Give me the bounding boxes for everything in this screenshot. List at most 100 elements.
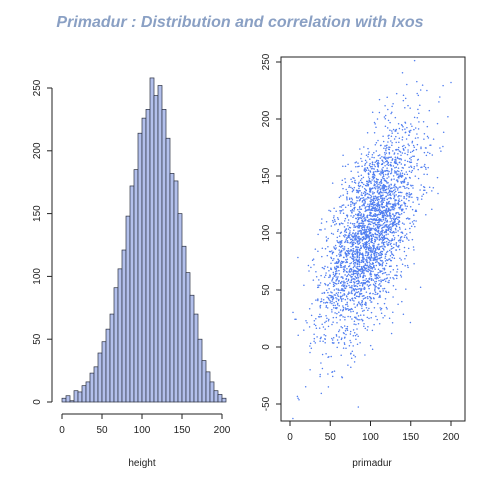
scatter-point xyxy=(328,287,330,290)
scatter-point xyxy=(343,268,345,270)
scatter-point xyxy=(417,158,420,161)
scatter-point xyxy=(411,169,414,172)
scatter-point xyxy=(393,197,395,200)
scatter-point xyxy=(404,265,406,267)
scatter-point xyxy=(364,242,366,244)
scatter-point xyxy=(352,310,354,313)
scatter-point xyxy=(343,343,346,346)
scatter-point xyxy=(366,251,368,253)
scatter-point xyxy=(356,232,359,235)
scatter-point xyxy=(413,116,416,119)
scatter-point xyxy=(355,161,358,163)
scatter-point xyxy=(332,342,334,344)
scatter-point xyxy=(353,300,355,302)
scatter-point xyxy=(340,231,343,234)
scatter-point xyxy=(371,263,373,266)
scatter-point xyxy=(347,315,349,318)
scatter-point xyxy=(395,277,398,280)
scatter-point xyxy=(423,165,425,168)
scatter-point xyxy=(366,216,368,219)
scatter-point xyxy=(395,135,397,138)
scatter-point xyxy=(346,298,349,300)
scatter-point xyxy=(324,283,327,286)
scatter-point xyxy=(324,265,326,268)
scatter-point xyxy=(402,185,404,187)
scatter-point xyxy=(398,226,401,229)
scatter-point xyxy=(401,128,404,131)
scatter-point xyxy=(292,417,294,420)
scatter-point xyxy=(343,280,345,283)
scatter-point xyxy=(334,248,337,251)
scatter-point xyxy=(359,275,361,277)
scatter-point xyxy=(365,229,367,231)
scatter-point xyxy=(315,318,317,320)
scatter-point xyxy=(377,154,380,157)
scatter-point xyxy=(369,221,371,223)
scatter-point xyxy=(395,172,398,174)
scatter-point xyxy=(353,226,355,228)
scatter-point xyxy=(378,204,381,206)
scatter-point xyxy=(377,196,379,199)
scatter-point xyxy=(341,262,343,265)
scatter-point xyxy=(340,260,343,263)
scatter-point xyxy=(352,258,355,260)
scatter-point xyxy=(364,200,366,203)
scatter-point xyxy=(317,284,319,286)
scatter-point xyxy=(335,300,338,303)
scatter-point xyxy=(385,228,387,231)
scatter-point xyxy=(410,225,413,228)
scatter-point xyxy=(339,212,342,214)
scatter-point xyxy=(354,203,356,205)
scatter-point xyxy=(377,166,380,168)
scatter-point xyxy=(376,248,379,250)
scatter-point xyxy=(410,184,412,186)
scatter-point xyxy=(392,193,394,195)
scatter-point xyxy=(351,242,354,244)
scatter-point xyxy=(356,246,358,248)
scatter-point xyxy=(297,397,299,400)
scatter-point xyxy=(374,241,376,243)
scatter-point xyxy=(422,121,425,123)
scatter-point xyxy=(400,259,402,261)
scatter-point xyxy=(350,281,353,284)
scatter-point xyxy=(374,161,376,163)
scatter-point xyxy=(297,256,299,259)
scatter-point xyxy=(369,264,371,267)
scatter-point xyxy=(353,285,356,288)
scatter-point xyxy=(394,188,396,190)
scatter-point xyxy=(385,253,387,255)
scatter-point xyxy=(361,271,363,274)
scatter-point xyxy=(326,307,329,309)
scatter-point xyxy=(330,262,332,265)
scatter-point xyxy=(425,168,427,170)
scatter-point xyxy=(384,280,387,283)
scatter-point xyxy=(332,337,335,339)
scatter-point xyxy=(386,96,388,98)
scatter-point xyxy=(361,307,363,310)
scatter-point xyxy=(393,162,396,164)
scatter-point xyxy=(331,300,333,303)
scatter-point xyxy=(353,284,355,286)
scatter-point xyxy=(313,323,316,325)
scatter-point xyxy=(400,199,403,202)
scatter-point xyxy=(382,191,384,194)
scatter-point xyxy=(354,355,357,358)
scatter-point xyxy=(329,276,331,278)
scatter-point xyxy=(382,140,385,143)
scatter-point xyxy=(356,255,358,257)
scatter-point xyxy=(379,213,382,215)
scatter-point xyxy=(340,246,342,248)
scatter-point xyxy=(339,281,342,284)
scatter-point xyxy=(390,229,393,231)
scatter-point xyxy=(384,255,387,258)
scatter-point xyxy=(370,168,373,170)
scatter-point xyxy=(345,259,347,261)
scatter-point xyxy=(336,294,339,296)
scatter-point xyxy=(400,239,402,241)
scatter-point xyxy=(371,176,374,178)
scatter-point xyxy=(364,281,367,284)
scatter-point xyxy=(361,236,364,238)
scatter-point xyxy=(322,340,324,343)
scatter-point xyxy=(386,147,388,149)
scatter-point xyxy=(344,287,347,290)
